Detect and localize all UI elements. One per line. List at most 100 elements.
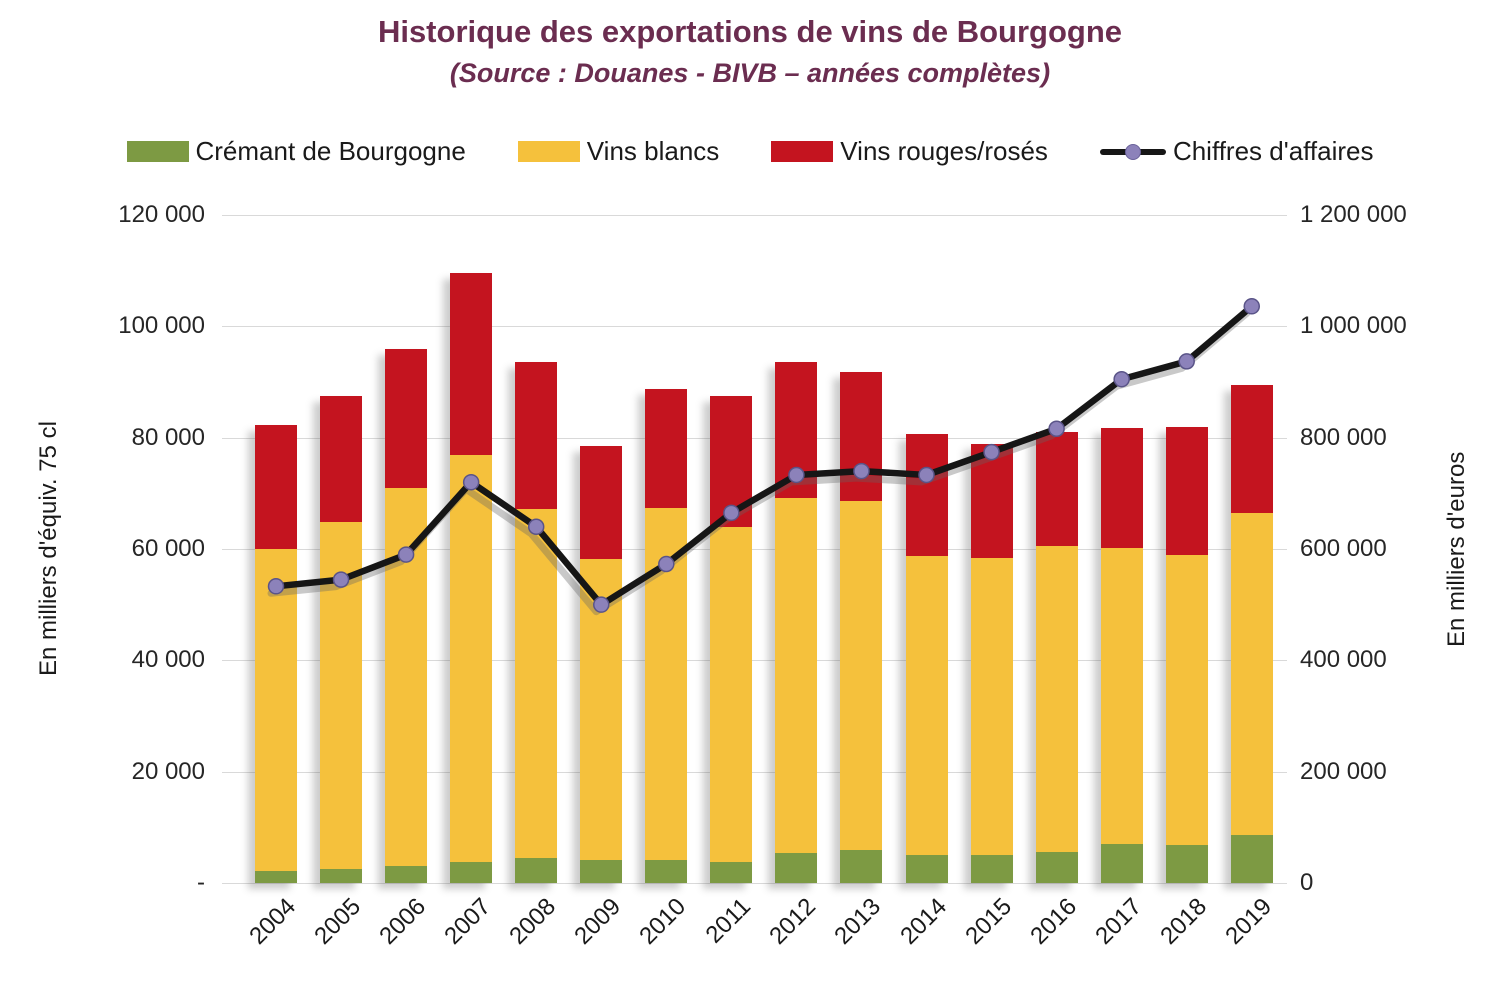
bar-2013-segment-vins-blancs	[840, 501, 883, 851]
bar-2010	[645, 388, 688, 883]
revenue-marker-2019	[1243, 298, 1260, 315]
bar-2016-segment-cremant	[1035, 852, 1078, 883]
bar-2014-segment-vins-blancs	[905, 556, 948, 855]
bar-2017-segment-cremant	[1100, 844, 1143, 883]
chart-subtitle: (Source : Douanes - BIVB – années complè…	[449, 58, 1051, 88]
x-label-2004: 2004	[244, 893, 302, 950]
x-label-2011: 2011	[700, 893, 757, 949]
bar-2010-segment-cremant	[645, 860, 688, 883]
y-tick-left-20000: 20 000	[131, 757, 205, 785]
bar-2015-segment-vins-blancs	[970, 557, 1013, 855]
gridline-1	[222, 326, 1287, 328]
x-label-2009: 2009	[569, 893, 627, 950]
legend-label-vins-rouges: Vins rouges/rosés	[840, 136, 1048, 166]
bar-2005-segment-vins-blancs	[320, 521, 363, 869]
bar-2011-segment-vins-blancs	[710, 527, 753, 863]
bar-2004-segment-vins-rouges	[255, 425, 297, 549]
x-label-2008: 2008	[504, 893, 562, 950]
y-tick-left-40000: 40 000	[131, 646, 205, 674]
bar-2018	[1165, 427, 1208, 883]
bar-2017	[1100, 428, 1143, 883]
legend-item-chiffres-affaires: Chiffres d'affaires	[1099, 136, 1374, 167]
bar-2008-segment-vins-rouges	[515, 361, 558, 510]
y-tick-left--: -	[197, 869, 205, 896]
legend-item-vins-rouges: Vins rouges/rosés	[771, 136, 1048, 167]
y-tick-left-120000: 120 000	[118, 201, 205, 228]
gridline-5	[222, 771, 1287, 773]
bar-2005	[320, 395, 363, 883]
bar-2016-segment-vins-blancs	[1035, 546, 1078, 853]
x-label-2019: 2019	[1219, 893, 1277, 950]
bar-2009-segment-vins-rouges	[580, 446, 623, 560]
y-tick-right-200000: 200 000	[1300, 757, 1387, 785]
bar-2004	[255, 425, 297, 883]
legend-swatch-cremant	[126, 141, 189, 162]
legend-label-cremant: Crémant de Bourgogne	[195, 136, 466, 166]
bar-2007-segment-vins-rouges	[450, 272, 493, 456]
bar-2019-segment-vins-blancs	[1230, 512, 1273, 836]
bar-2008	[515, 361, 558, 883]
legend-item-vins-blancs: Vins blancs	[517, 136, 719, 167]
bar-2018-segment-cremant	[1165, 844, 1208, 883]
bar-2004-segment-cremant	[255, 870, 297, 883]
x-label-2007: 2007	[439, 893, 497, 950]
bar-2011-segment-cremant	[710, 862, 753, 883]
x-label-2013: 2013	[829, 893, 887, 950]
bar-2018-segment-vins-blancs	[1165, 554, 1208, 845]
x-label-2012: 2012	[764, 893, 822, 950]
bar-2013-segment-vins-rouges	[840, 371, 883, 502]
bar-2005-segment-vins-rouges	[320, 395, 363, 522]
bar-2011-segment-vins-rouges	[710, 396, 753, 528]
bar-2009-segment-cremant	[580, 859, 623, 883]
bar-2013	[840, 371, 883, 883]
line-marker-icon	[1099, 141, 1166, 163]
bar-2007	[450, 272, 493, 883]
bar-2008-segment-cremant	[515, 857, 558, 883]
bar-2015	[970, 443, 1013, 883]
x-label-2018: 2018	[1154, 893, 1212, 950]
bar-2010-segment-vins-rouges	[645, 388, 688, 509]
revenue-marker-2017	[1113, 370, 1130, 388]
bar-2017-segment-vins-blancs	[1100, 548, 1143, 845]
y-tick-right-800000: 800 000	[1300, 423, 1387, 451]
y-axis-title-left: En milliers d'équiv. 75 cl	[35, 421, 62, 677]
y-tick-right-0: 0	[1300, 869, 1314, 896]
y-tick-right-400000: 400 000	[1300, 646, 1387, 674]
y-tick-right-600000: 600 000	[1300, 535, 1387, 562]
bar-2014-segment-vins-rouges	[905, 434, 948, 557]
y-tick-left-80000: 80 000	[131, 423, 205, 451]
bar-2007-segment-cremant	[450, 861, 493, 883]
legend-item-cremant: Crémant de Bourgogne	[126, 136, 466, 167]
gridline-4	[222, 660, 1287, 662]
bar-2017-segment-vins-rouges	[1100, 428, 1143, 549]
gridline-6	[222, 883, 1287, 884]
x-label-2010: 2010	[634, 893, 692, 950]
bar-2005-segment-cremant	[320, 868, 363, 883]
bar-2006-segment-cremant	[385, 865, 428, 883]
bar-2006-segment-vins-rouges	[385, 349, 428, 489]
bar-2013-segment-cremant	[840, 850, 883, 883]
bar-2012-segment-vins-blancs	[775, 497, 818, 853]
bar-2010-segment-vins-blancs	[645, 508, 688, 861]
bar-2009	[580, 446, 623, 883]
bar-2006-segment-vins-blancs	[385, 488, 428, 866]
y-tick-right-1200000: 1 200 000	[1300, 201, 1407, 228]
x-label-2014: 2014	[894, 893, 952, 950]
x-label-2017: 2017	[1089, 893, 1147, 950]
bar-2015-segment-vins-rouges	[970, 443, 1013, 558]
bar-2009-segment-vins-blancs	[580, 559, 623, 860]
revenue-marker-2018	[1178, 353, 1195, 370]
bar-2011	[710, 396, 753, 883]
bar-2019-segment-vins-rouges	[1230, 384, 1273, 513]
legend-swatch-vins-rouges	[771, 141, 834, 162]
gridline-0	[222, 215, 1287, 216]
chart-title: Historique des exportations de vins de B…	[377, 14, 1123, 49]
y-tick-right-1000000: 1 000 000	[1300, 312, 1407, 340]
bar-2008-segment-vins-blancs	[515, 509, 558, 858]
y-tick-left-60000: 60 000	[131, 535, 205, 562]
legend-label-chiffres-affaires: Chiffres d'affaires	[1172, 136, 1374, 166]
bar-2019	[1230, 384, 1273, 883]
x-label-2015: 2015	[959, 893, 1017, 950]
x-label-2016: 2016	[1024, 893, 1082, 950]
